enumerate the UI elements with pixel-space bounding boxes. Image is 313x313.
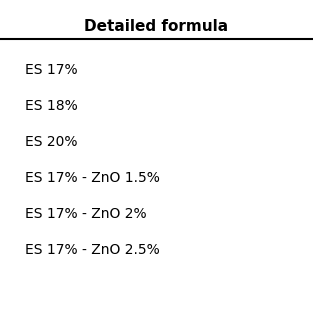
Text: ES 17%: ES 17% <box>25 63 78 77</box>
Text: ES 17% - ZnO 1.5%: ES 17% - ZnO 1.5% <box>25 171 160 185</box>
Text: ES 17% - ZnO 2.5%: ES 17% - ZnO 2.5% <box>25 243 160 257</box>
Text: ES 17% - ZnO 2%: ES 17% - ZnO 2% <box>25 207 147 221</box>
Text: ES 20%: ES 20% <box>25 135 78 149</box>
Text: ES 18%: ES 18% <box>25 99 78 113</box>
Text: Detailed formula: Detailed formula <box>85 19 228 34</box>
